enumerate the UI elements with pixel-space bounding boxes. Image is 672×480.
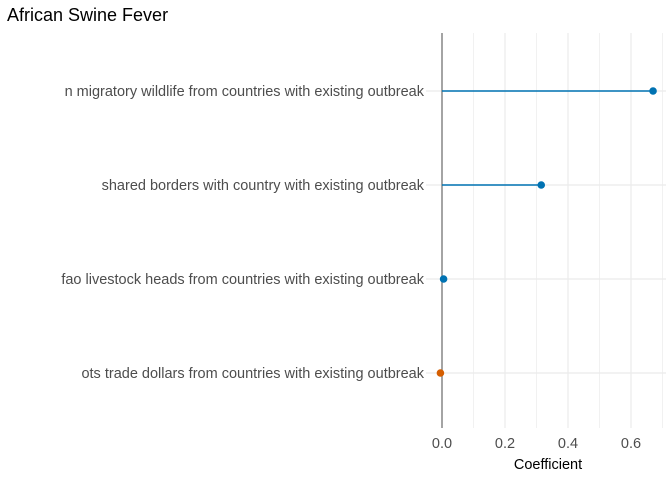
lollipop-layer — [436, 87, 657, 377]
category-label: fao livestock heads from countries with … — [61, 272, 424, 288]
x-tick-label: 0.4 — [558, 436, 578, 452]
x-tick-label: 0.0 — [432, 436, 452, 452]
lollipop-point — [436, 369, 445, 377]
category-label: shared borders with country with existin… — [102, 178, 425, 194]
grid-layer — [426, 33, 666, 428]
category-label: ots trade dollars from countries with ex… — [81, 366, 424, 382]
category-labels: n migratory wildlife from countries with… — [61, 84, 424, 382]
x-tick-label: 0.6 — [621, 436, 641, 452]
lollipop-point — [649, 87, 657, 95]
lollipop-point — [439, 275, 448, 283]
lollipop-point — [537, 181, 546, 189]
x-axis-title: Coefficient — [514, 457, 582, 473]
category-label: n migratory wildlife from countries with… — [65, 84, 425, 100]
x-tick-labels: 0.0 0.2 0.4 0.6 — [432, 436, 641, 452]
x-tick-label: 0.2 — [495, 436, 515, 452]
chart-title: African Swine Fever — [7, 5, 168, 25]
